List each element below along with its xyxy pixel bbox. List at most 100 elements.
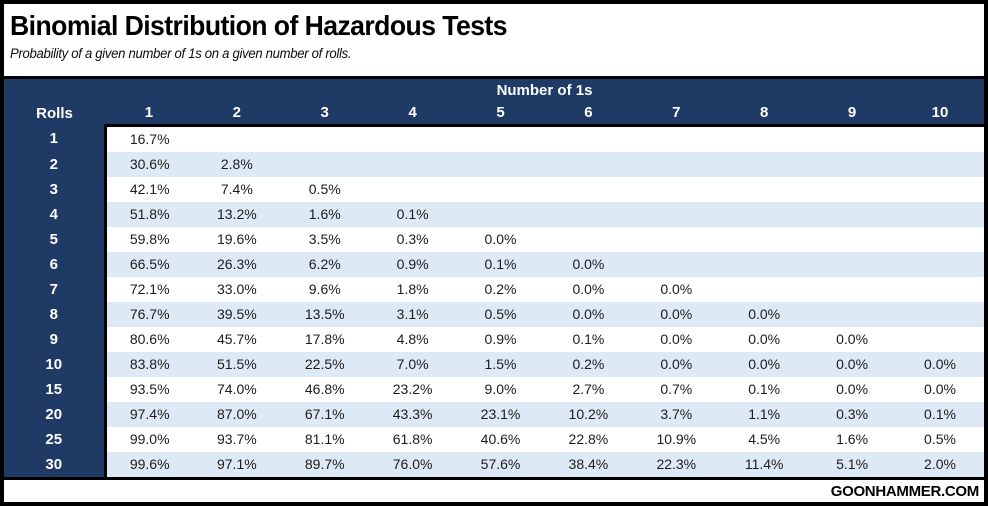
cell-rolls3-ones1: 42.1% xyxy=(103,177,193,202)
cell-rolls9-ones8: 0.0% xyxy=(720,327,809,352)
cell-rolls25-ones7: 10.9% xyxy=(632,427,721,452)
cell-rolls4-ones10 xyxy=(896,202,984,227)
cell-rolls4-ones3: 1.6% xyxy=(280,202,369,227)
cell-rolls7-ones1: 72.1% xyxy=(103,277,193,302)
cell-rolls4-ones9 xyxy=(808,202,897,227)
cell-rolls30-ones2: 97.1% xyxy=(192,452,281,480)
cell-rolls30-ones6: 38.4% xyxy=(544,452,633,480)
row-header-rolls-7: 7 xyxy=(4,277,105,302)
cell-rolls2-ones9 xyxy=(808,152,897,177)
cell-rolls25-ones10: 0.5% xyxy=(896,427,984,452)
cell-rolls9-ones3: 17.8% xyxy=(280,327,369,352)
cell-rolls3-ones5 xyxy=(456,177,545,202)
cell-rolls6-ones8 xyxy=(720,252,809,277)
cell-rolls7-ones8 xyxy=(720,277,809,302)
cell-rolls20-ones4: 43.3% xyxy=(368,402,457,427)
cell-rolls20-ones5: 23.1% xyxy=(456,402,545,427)
cell-rolls15-ones8: 0.1% xyxy=(720,377,809,402)
table-row-rolls-4: 4 51.8% 13.2% 1.6% 0.1% xyxy=(4,202,984,227)
cell-rolls1-ones10 xyxy=(896,124,984,152)
row-header-rolls-15: 15 xyxy=(4,377,105,402)
column-header-7: 7 xyxy=(632,101,721,126)
cell-rolls2-ones1: 30.6% xyxy=(103,152,193,177)
cell-rolls25-ones5: 40.6% xyxy=(456,427,545,452)
cell-rolls3-ones8 xyxy=(720,177,809,202)
cell-rolls25-ones9: 1.6% xyxy=(808,427,897,452)
cell-rolls20-ones6: 10.2% xyxy=(544,402,633,427)
cell-rolls1-ones1: 16.7% xyxy=(103,124,193,152)
table-row-rolls-6: 6 66.5% 26.3% 6.2% 0.9% 0.1% 0.0% xyxy=(4,252,984,277)
column-header-5: 5 xyxy=(456,101,545,126)
cell-rolls9-ones10 xyxy=(896,327,984,352)
cell-rolls4-ones5 xyxy=(456,202,545,227)
column-header-6: 6 xyxy=(544,101,633,126)
cell-rolls5-ones4: 0.3% xyxy=(368,227,457,252)
title-block: Binomial Distribution of Hazardous Tests… xyxy=(4,4,984,76)
cell-rolls1-ones2 xyxy=(192,124,281,152)
cell-rolls30-ones10: 2.0% xyxy=(896,452,984,480)
cell-rolls2-ones10 xyxy=(896,152,984,177)
cell-rolls9-ones5: 0.9% xyxy=(456,327,545,352)
cell-rolls5-ones1: 59.8% xyxy=(103,227,193,252)
cell-rolls7-ones5: 0.2% xyxy=(456,277,545,302)
cell-rolls4-ones4: 0.1% xyxy=(368,202,457,227)
column-header-3: 3 xyxy=(280,101,369,126)
cell-rolls15-ones10: 0.0% xyxy=(896,377,984,402)
cell-rolls9-ones7: 0.0% xyxy=(632,327,721,352)
cell-rolls7-ones6: 0.0% xyxy=(544,277,633,302)
cell-rolls30-ones8: 11.4% xyxy=(720,452,809,480)
table-header: Number of 1s Rolls 1 2 3 4 5 6 7 8 9 10 xyxy=(4,76,984,126)
cell-rolls3-ones3: 0.5% xyxy=(280,177,369,202)
cell-rolls25-ones8: 4.5% xyxy=(720,427,809,452)
table-row-rolls-20: 20 97.4% 87.0% 67.1% 43.3% 23.1% 10.2% 3.7% 1.1%… xyxy=(4,402,984,427)
row-header-rolls-8: 8 xyxy=(4,302,105,327)
cell-rolls6-ones2: 26.3% xyxy=(192,252,281,277)
cell-rolls8-ones7: 0.0% xyxy=(632,302,721,327)
cell-rolls4-ones1: 51.8% xyxy=(103,202,193,227)
cell-rolls30-ones3: 89.7% xyxy=(280,452,369,480)
cell-rolls8-ones8: 0.0% xyxy=(720,302,809,327)
table-row-rolls-7: 7 72.1% 33.0% 9.6% 1.8% 0.2% 0.0% 0.0% xyxy=(4,277,984,302)
cell-rolls7-ones4: 1.8% xyxy=(368,277,457,302)
column-header-row: Rolls 1 2 3 4 5 6 7 8 9 10 xyxy=(4,101,984,126)
cell-rolls5-ones8 xyxy=(720,227,809,252)
cell-rolls1-ones7 xyxy=(632,124,721,152)
cell-rolls7-ones7: 0.0% xyxy=(632,277,721,302)
row-header-rolls-20: 20 xyxy=(4,402,105,427)
column-header-8: 8 xyxy=(720,101,809,126)
cell-rolls7-ones2: 33.0% xyxy=(192,277,281,302)
cell-rolls6-ones9 xyxy=(808,252,897,277)
cell-rolls2-ones8 xyxy=(720,152,809,177)
cell-rolls5-ones5: 0.0% xyxy=(456,227,545,252)
cell-rolls6-ones4: 0.9% xyxy=(368,252,457,277)
corner-cell xyxy=(4,76,105,102)
table-row-rolls-10: 10 83.8% 51.5% 22.5% 7.0% 1.5% 0.2% 0.0% 0.0% 0.0… xyxy=(4,352,984,377)
footer-bar: GOONHAMMER.COM xyxy=(4,480,984,502)
table-row-rolls-9: 9 80.6% 45.7% 17.8% 4.8% 0.9% 0.1% 0.0% 0.0% 0.0% xyxy=(4,327,984,352)
cell-rolls9-ones4: 4.8% xyxy=(368,327,457,352)
cell-rolls6-ones10 xyxy=(896,252,984,277)
cell-rolls3-ones2: 7.4% xyxy=(192,177,281,202)
page-subtitle: Probability of a given number of 1s on a… xyxy=(10,46,352,61)
cell-rolls5-ones7 xyxy=(632,227,721,252)
row-header-rolls-25: 25 xyxy=(4,427,105,452)
table-body: 1 16.7% 2 30.6% 2.8% 3 42.1% 7.4% 0.5% 4 51.8% 13.2… xyxy=(4,124,984,480)
cell-rolls25-ones2: 93.7% xyxy=(192,427,281,452)
cell-rolls30-ones7: 22.3% xyxy=(632,452,721,480)
row-header-rolls-30: 30 xyxy=(4,452,105,480)
cell-rolls2-ones7 xyxy=(632,152,721,177)
cell-rolls3-ones9 xyxy=(808,177,897,202)
cell-rolls20-ones8: 1.1% xyxy=(720,402,809,427)
column-header-4: 4 xyxy=(368,101,457,126)
cell-rolls10-ones1: 83.8% xyxy=(103,352,193,377)
cell-rolls2-ones4 xyxy=(368,152,457,177)
cell-rolls10-ones4: 7.0% xyxy=(368,352,457,377)
cell-rolls3-ones7 xyxy=(632,177,721,202)
cell-rolls1-ones9 xyxy=(808,124,897,152)
cell-rolls5-ones6 xyxy=(544,227,633,252)
cell-rolls6-ones6: 0.0% xyxy=(544,252,633,277)
cell-rolls8-ones1: 76.7% xyxy=(103,302,193,327)
cell-rolls8-ones2: 39.5% xyxy=(192,302,281,327)
cell-rolls10-ones3: 22.5% xyxy=(280,352,369,377)
row-header-rolls-2: 2 xyxy=(4,152,105,177)
